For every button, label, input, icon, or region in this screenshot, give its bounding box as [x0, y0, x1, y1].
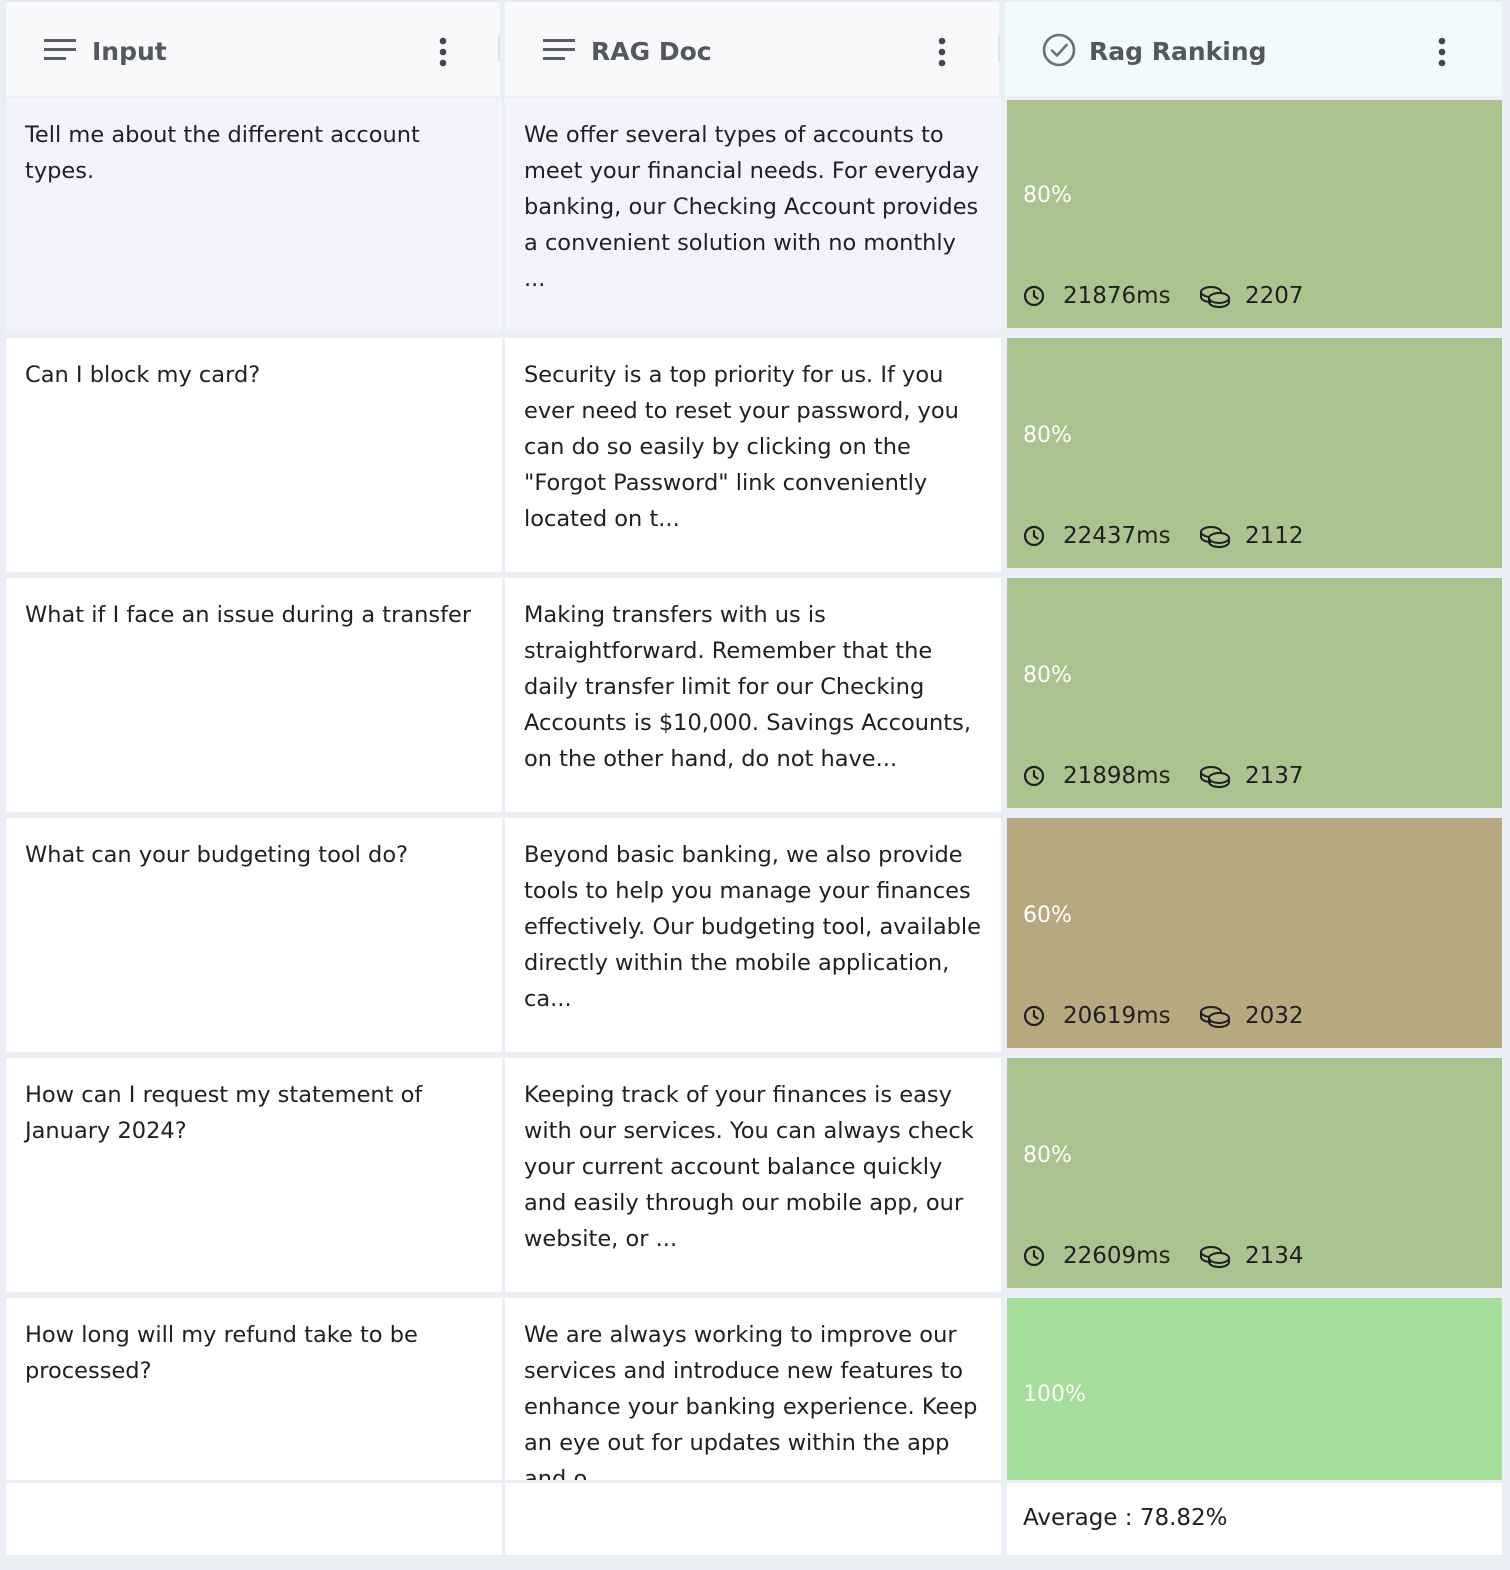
- rag-doc-text: Security is a top priority for us. If yo…: [524, 362, 959, 532]
- score-percent: 60%: [1023, 902, 1072, 930]
- cell-rag-doc[interactable]: We are always working to improve our ser…: [505, 1298, 1001, 1480]
- column-header-rag-ranking[interactable]: Rag Ranking: [1005, 0, 1502, 96]
- input-text: What if I face an issue during a transfe…: [25, 602, 471, 628]
- coins-icon: [1199, 1243, 1231, 1269]
- clock-icon: [1023, 1005, 1045, 1027]
- latency-value: 21898ms: [1063, 761, 1171, 791]
- input-text: How long will my refund take to be proce…: [25, 1322, 418, 1384]
- cell-rag-doc[interactable]: We offer several types of accounts to me…: [505, 98, 1001, 332]
- column-header-rag-doc-label: RAG Doc: [591, 36, 712, 68]
- cell-rag-doc[interactable]: Security is a top priority for us. If yo…: [505, 338, 1001, 572]
- score-percent: 80%: [1023, 182, 1072, 210]
- token-count: 2112: [1245, 521, 1304, 551]
- score-percent: 80%: [1023, 1142, 1072, 1170]
- cell-input[interactable]: What if I face an issue during a transfe…: [6, 578, 502, 812]
- coins-icon: [1199, 283, 1231, 309]
- clock-icon: [1023, 525, 1045, 547]
- more-vert-icon[interactable]: [936, 36, 948, 68]
- score-percent: 100%: [1023, 1381, 1086, 1409]
- cell-input[interactable]: Tell me about the different account type…: [6, 98, 502, 332]
- cell-rag-ranking[interactable]: 80% 21898ms 2137: [1007, 578, 1502, 808]
- cell-rag-doc[interactable]: Keeping track of your finances is easy w…: [505, 1058, 1001, 1292]
- footer-cell-input: [6, 1483, 502, 1555]
- clock-icon: [1023, 765, 1045, 787]
- results-grid: Input RAG Doc Rag Ranking: [0, 0, 1510, 1570]
- input-text: What can your budgeting tool do?: [25, 842, 408, 868]
- average-score-text: Average : 78.82%: [1023, 1505, 1228, 1531]
- latency-value: 22609ms: [1063, 1241, 1171, 1271]
- column-header-rag-doc[interactable]: RAG Doc: [505, 0, 999, 96]
- latency-value: 22437ms: [1063, 521, 1171, 551]
- cell-rag-ranking[interactable]: 60% 20619ms 2032: [1007, 818, 1502, 1048]
- more-vert-icon[interactable]: [437, 36, 449, 68]
- column-header-input-label: Input: [92, 36, 167, 68]
- token-count: 2137: [1245, 761, 1304, 791]
- score-percent: 80%: [1023, 662, 1072, 690]
- token-count: 2032: [1245, 1001, 1304, 1031]
- clock-icon: [1023, 1245, 1045, 1267]
- input-text: Can I block my card?: [25, 362, 260, 388]
- check-circle-icon: [1041, 32, 1077, 68]
- rag-doc-text: We offer several types of accounts to me…: [524, 122, 979, 292]
- cell-rag-ranking[interactable]: 100%: [1007, 1298, 1502, 1480]
- column-resize-handle[interactable]: [998, 36, 1000, 62]
- column-header-rag-ranking-label: Rag Ranking: [1089, 36, 1267, 68]
- cell-input[interactable]: Can I block my card?: [6, 338, 502, 572]
- cell-rag-doc[interactable]: Making transfers with us is straightforw…: [505, 578, 1001, 812]
- cell-input[interactable]: What can your budgeting tool do?: [6, 818, 502, 1052]
- cell-rag-ranking[interactable]: 80% 21876ms 2207: [1007, 100, 1502, 328]
- input-text: How can I request my statement of Januar…: [25, 1082, 422, 1144]
- more-vert-icon[interactable]: [1436, 36, 1448, 68]
- rag-doc-text: Making transfers with us is straightforw…: [524, 602, 971, 772]
- coins-icon: [1199, 1003, 1231, 1029]
- cell-rag-ranking[interactable]: 80% 22609ms 2134: [1007, 1058, 1502, 1288]
- latency-value: 21876ms: [1063, 281, 1171, 311]
- coins-icon: [1199, 763, 1231, 789]
- average-score: Average : 78.82%: [1007, 1483, 1502, 1555]
- cell-rag-ranking[interactable]: 80% 22437ms 2112: [1007, 338, 1502, 568]
- column-header-input[interactable]: Input: [6, 0, 500, 96]
- token-count: 2134: [1245, 1241, 1304, 1271]
- column-resize-handle[interactable]: [498, 36, 500, 62]
- rag-doc-text: Keeping track of your finances is easy w…: [524, 1082, 974, 1252]
- cell-input[interactable]: How long will my refund take to be proce…: [6, 1298, 502, 1480]
- rag-doc-text: Beyond basic banking, we also provide to…: [524, 842, 981, 1012]
- token-count: 2207: [1245, 281, 1304, 311]
- coins-icon: [1199, 523, 1231, 549]
- latency-value: 20619ms: [1063, 1001, 1171, 1031]
- text-lines-icon: [543, 36, 575, 64]
- rag-doc-text: We are always working to improve our ser…: [524, 1322, 977, 1480]
- text-lines-icon: [44, 36, 76, 64]
- cell-rag-doc[interactable]: Beyond basic banking, we also provide to…: [505, 818, 1001, 1052]
- cell-input[interactable]: How can I request my statement of Januar…: [6, 1058, 502, 1292]
- clock-icon: [1023, 285, 1045, 307]
- score-percent: 80%: [1023, 422, 1072, 450]
- footer-cell-rag-doc: [505, 1483, 1001, 1555]
- input-text: Tell me about the different account type…: [25, 122, 420, 184]
